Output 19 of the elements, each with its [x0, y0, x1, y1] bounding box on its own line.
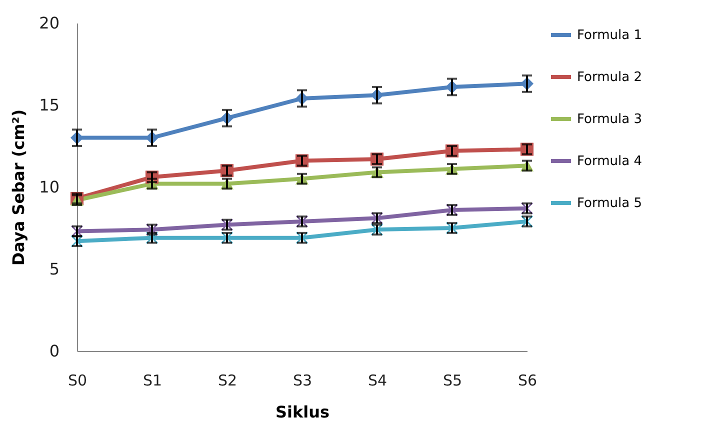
- x-tick-label: S6: [518, 372, 538, 390]
- x-tick-label: S2: [218, 372, 238, 390]
- legend-label: Formula 4: [577, 154, 642, 169]
- legend-label: Formula 2: [577, 70, 642, 85]
- x-tick-label: S5: [442, 372, 462, 390]
- y-tick-label: 15: [39, 96, 60, 114]
- y-tick-label: 10: [39, 178, 60, 196]
- x-tick-label: S4: [368, 372, 388, 390]
- x-tick-label: S3: [292, 372, 312, 390]
- x-tick-label: S0: [68, 372, 88, 390]
- x-tick-label: S1: [142, 372, 162, 390]
- legend-label: Formula 1: [577, 28, 642, 43]
- y-tick-label: 0: [49, 342, 60, 360]
- y-tick-label: 20: [39, 14, 60, 32]
- legend-label: Formula 5: [577, 196, 642, 211]
- x-axis-title: Siklus: [275, 402, 330, 422]
- legend-label: Formula 3: [577, 112, 642, 127]
- y-tick-label: 5: [49, 260, 60, 278]
- y-axis-title: Daya Sebar (cm²): [9, 109, 28, 266]
